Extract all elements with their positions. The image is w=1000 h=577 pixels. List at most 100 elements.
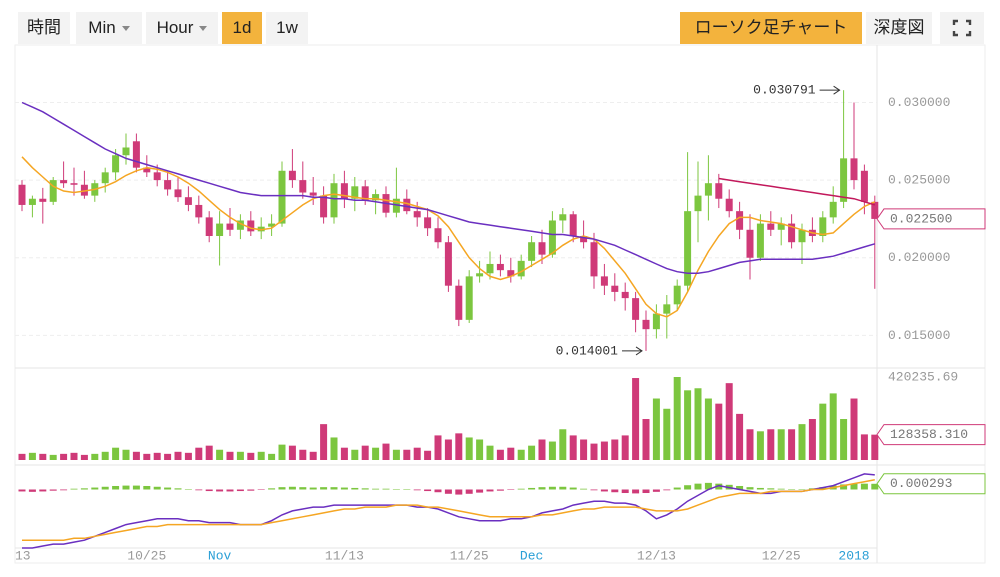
- macd-bar: [600, 489, 608, 492]
- macd-bar: [850, 483, 858, 490]
- candle-body: [70, 183, 78, 185]
- view-tab[interactable]: ローソク足チャート: [680, 12, 862, 44]
- volume-bar: [164, 453, 172, 460]
- macd-bar: [205, 489, 213, 492]
- fullscreen-button[interactable]: [940, 12, 984, 44]
- macd-bar: [444, 489, 452, 494]
- volume-bar: [538, 439, 546, 460]
- minute-menu[interactable]: Min: [76, 12, 142, 44]
- macd-bar: [756, 487, 764, 490]
- volume-bar: [465, 437, 473, 460]
- macd-bar: [340, 487, 348, 490]
- candle-body: [112, 155, 120, 173]
- candle-body: [590, 242, 598, 277]
- volume-bar: [486, 445, 494, 460]
- x-tick-label: 2018: [838, 548, 869, 563]
- interval-button[interactable]: 1d: [222, 12, 262, 44]
- volume-bar: [299, 449, 307, 460]
- macd-bar: [559, 486, 567, 490]
- volume-bar: [673, 377, 681, 460]
- volume-bar: [80, 454, 88, 460]
- candle-body: [777, 223, 785, 230]
- macd-bar: [49, 489, 57, 491]
- candle-body: [174, 189, 182, 198]
- macd-bar: [455, 489, 463, 495]
- volume-bar: [808, 419, 816, 460]
- candle-body: [403, 198, 411, 212]
- volume-bar: [496, 449, 504, 460]
- volume-bar: [632, 378, 640, 460]
- volume-bar: [18, 453, 26, 460]
- macd-bar: [569, 487, 577, 490]
- volume-bar: [49, 454, 57, 460]
- macd-bar: [299, 487, 307, 490]
- macd-bar: [694, 483, 702, 490]
- volume-bar: [694, 388, 702, 460]
- macd-bar: [788, 489, 796, 490]
- candle-body: [829, 201, 837, 218]
- candle-body: [330, 183, 338, 218]
- volume-bar: [153, 452, 161, 460]
- candle-body: [736, 211, 744, 230]
- macd-bar: [60, 489, 68, 491]
- candle-body: [122, 147, 130, 156]
- macd-bar: [351, 487, 359, 490]
- candle-body: [548, 220, 556, 255]
- interval-button[interactable]: 1w: [266, 12, 308, 44]
- annotation-label: 0.030791: [753, 83, 816, 98]
- volume-bar: [559, 429, 567, 460]
- candle-body: [673, 285, 681, 305]
- macd-bar: [382, 488, 390, 490]
- macd-bar: [736, 485, 744, 490]
- macd-bar: [247, 489, 255, 491]
- x-tick-label: Dec: [520, 548, 543, 563]
- candle-body: [299, 180, 307, 193]
- candle-body: [850, 158, 858, 181]
- macd-bar: [611, 489, 619, 493]
- candle-body: [871, 201, 879, 219]
- candle-body: [80, 184, 88, 196]
- volume-bar: [715, 403, 723, 460]
- candle-body: [216, 223, 224, 237]
- candle-body: [60, 180, 68, 184]
- moving-average: [21, 101, 876, 275]
- candle-body: [320, 195, 328, 218]
- hour-menu[interactable]: Hour: [146, 12, 218, 44]
- moving-average: [21, 156, 876, 318]
- volume-bar: [226, 451, 234, 460]
- candle-body: [528, 242, 536, 261]
- candle-body: [580, 236, 588, 243]
- macd-bar: [434, 489, 442, 493]
- volume-bar: [112, 447, 120, 460]
- volume-bar: [517, 449, 525, 460]
- macd-bar: [767, 488, 775, 490]
- macd-bar: [39, 489, 47, 492]
- volume-bar: [351, 449, 359, 460]
- macd-current-label: 0.000293: [890, 476, 952, 491]
- volume-bar: [788, 429, 796, 460]
- x-tick-label: Nov: [208, 548, 232, 563]
- candle-body: [788, 223, 796, 243]
- candle-body: [559, 214, 567, 221]
- volume-bar: [288, 445, 296, 460]
- volume-bar: [507, 447, 515, 460]
- volume-bar: [850, 398, 858, 460]
- volume-bar: [413, 447, 421, 460]
- macd-bar: [704, 482, 712, 490]
- volume-bar: [70, 452, 78, 460]
- macd-bar: [663, 489, 671, 491]
- volume-bar: [28, 452, 36, 460]
- volume-bar: [642, 419, 650, 460]
- volume-bar: [268, 453, 276, 460]
- volume-bar: [278, 444, 286, 460]
- macd-bar: [143, 485, 151, 490]
- macd-bar: [268, 488, 276, 490]
- x-tick-label: 10/25: [127, 548, 166, 563]
- view-tab[interactable]: 深度図: [866, 12, 932, 44]
- candle-body: [444, 242, 452, 286]
- volume-bar: [184, 452, 192, 460]
- candle-body: [278, 170, 286, 224]
- candle-body: [351, 186, 359, 199]
